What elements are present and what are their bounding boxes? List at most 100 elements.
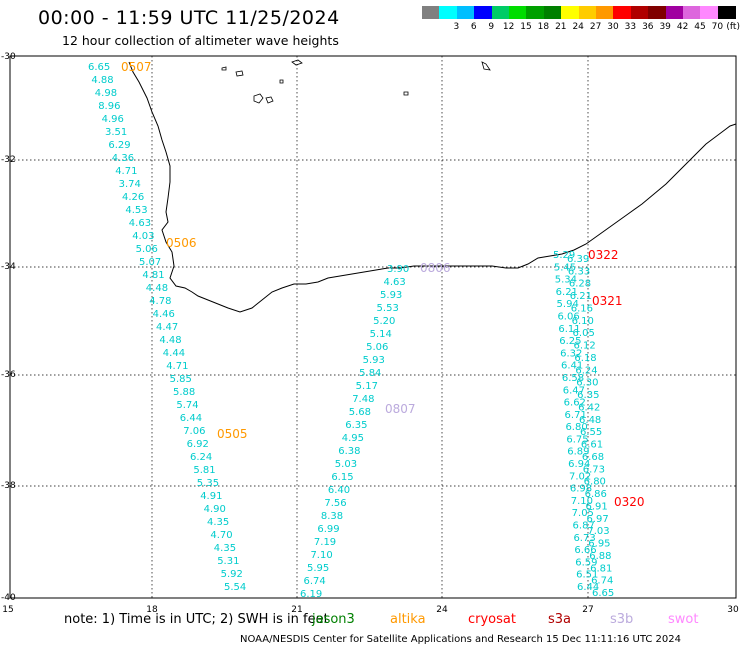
track-value-west: 4.96 xyxy=(102,114,124,125)
track-value-east: 6.68 xyxy=(582,452,604,463)
track-value-west: 3.51 xyxy=(105,127,127,138)
x-tick-label: 24 xyxy=(436,605,448,615)
track-value-middle: 5.06 xyxy=(366,342,388,353)
track-value-east: 6.05 xyxy=(573,328,595,339)
y-tick-label: -38 xyxy=(1,481,16,491)
track-value-west: 4.78 xyxy=(149,296,171,307)
colorbar-cell xyxy=(474,6,493,19)
y-tick-label: -34 xyxy=(1,262,16,272)
track-value-east: 5.29 xyxy=(553,250,575,261)
colorbar-cell xyxy=(491,6,510,19)
track-value-west: 4.70 xyxy=(210,530,232,541)
track-value-middle: 7.48 xyxy=(352,394,374,405)
track-value-east: 5.34 xyxy=(555,275,577,286)
colorbar-label: 9 xyxy=(488,22,495,32)
colorbar-cell xyxy=(509,6,527,19)
track-value-east: 6.75 xyxy=(566,434,588,445)
track-value-middle: 4.95 xyxy=(342,433,364,444)
map-title: 00:00 - 11:59 UTC 11/25/2024 xyxy=(38,7,340,29)
colorbar-cell xyxy=(700,6,719,19)
track-value-east: 6.61 xyxy=(581,440,603,451)
island xyxy=(253,93,264,104)
track-value-middle: 6.15 xyxy=(331,472,353,483)
track-value-east: 6.25 xyxy=(559,336,581,347)
satellite-legend-swot: swot xyxy=(668,612,699,627)
track-value-east: 7.03 xyxy=(587,526,609,537)
track-value-west: 5.35 xyxy=(197,478,219,489)
track-value-middle: 6.40 xyxy=(328,485,350,496)
track-value-middle: 5.20 xyxy=(373,316,395,327)
track-value-west: 3.74 xyxy=(119,179,141,190)
track-value-middle: 6.35 xyxy=(345,420,367,431)
track-value-east: 6.32 xyxy=(560,348,582,359)
track-value-east: 6.42 xyxy=(578,402,600,413)
track-value-west: 5.85 xyxy=(170,374,192,385)
track-value-east: 6.65 xyxy=(592,588,614,599)
track-value-west: 4.90 xyxy=(204,504,226,515)
track-value-middle: 5.84 xyxy=(359,368,381,379)
island xyxy=(235,70,244,77)
track-value-east: 6.66 xyxy=(574,545,596,556)
track-value-middle: 6.74 xyxy=(303,576,325,587)
colorbar-label: 45 xyxy=(694,22,706,32)
satellite-legend-s3a: s3a xyxy=(548,612,572,627)
track-value-east: 6.74 xyxy=(591,576,613,587)
track-value-west: 4.48 xyxy=(146,283,168,294)
track-value-west: 4.48 xyxy=(159,335,181,346)
track-value-west: 4.98 xyxy=(95,88,117,99)
colorbar-cell xyxy=(648,6,667,19)
track-value-west: 6.24 xyxy=(190,452,212,463)
track-value-east: 6.80 xyxy=(584,477,606,488)
track-value-middle: 5.17 xyxy=(356,381,378,392)
track-value-east: 6.94 xyxy=(568,459,590,470)
satellite-legend-altika: altika xyxy=(390,612,426,627)
track-value-east: 6.44 xyxy=(577,582,599,593)
track-value-west: 5.54 xyxy=(224,582,246,593)
colorbar-cell xyxy=(456,6,475,19)
colorbar-cell xyxy=(578,6,597,19)
track-value-middle: 5.95 xyxy=(307,563,329,574)
track-value-west: 4.53 xyxy=(125,205,147,216)
colorbar-label: 3 xyxy=(453,22,460,32)
x-tick-label: 15 xyxy=(2,605,13,615)
track-value-east: 6.95 xyxy=(588,539,610,550)
track-value-west: 6.65 xyxy=(88,62,110,73)
track-value-middle: 5.68 xyxy=(349,407,371,418)
track-value-west: 4.44 xyxy=(163,348,185,359)
island xyxy=(265,96,274,104)
track-value-east: 6.91 xyxy=(586,501,608,512)
track-value-west: 4.71 xyxy=(166,361,188,372)
satellite-legend-cryosat: cryosat xyxy=(468,612,516,627)
island xyxy=(291,59,303,66)
track-value-east: 6.58 xyxy=(562,373,584,384)
track-value-west: 4.88 xyxy=(91,75,113,86)
track-value-west: 4.63 xyxy=(129,218,151,229)
track-value-west: 4.35 xyxy=(214,543,236,554)
colorbar-label: 24 xyxy=(572,22,584,32)
track-value-east: 6.48 xyxy=(579,415,601,426)
x-tick-label: 27 xyxy=(582,605,593,615)
track-value-middle: 5.93 xyxy=(380,290,402,301)
colorbar-cell xyxy=(630,6,649,19)
pass-id-label: 0806 xyxy=(420,261,451,275)
colorbar-label: 42 xyxy=(676,22,689,32)
track-value-west: 5.81 xyxy=(193,465,215,476)
track-value-middle: 6.38 xyxy=(338,446,360,457)
track-value-east: 6.73 xyxy=(583,464,605,475)
track-value-west: 5.31 xyxy=(217,556,239,567)
track-value-east: 6.55 xyxy=(580,427,602,438)
colorbar-cell xyxy=(422,6,440,19)
track-value-west: 4.26 xyxy=(122,192,144,203)
track-value-east: 6.87 xyxy=(573,521,595,532)
island xyxy=(221,66,227,71)
colorbar-cell xyxy=(526,6,545,19)
island xyxy=(403,91,409,96)
track-value-west: 5.88 xyxy=(173,387,195,398)
colorbar-label: 15 xyxy=(520,22,532,32)
satellite-legend: jason3 altika cryosat s3a s3b swot xyxy=(0,612,740,630)
track-value-east: 6.86 xyxy=(585,489,607,500)
y-tick-label: -40 xyxy=(1,593,16,603)
track-value-east: 7.05 xyxy=(572,508,594,519)
pass-id-label: 0507 xyxy=(121,60,152,74)
pass-id-label: 0807 xyxy=(385,402,416,416)
